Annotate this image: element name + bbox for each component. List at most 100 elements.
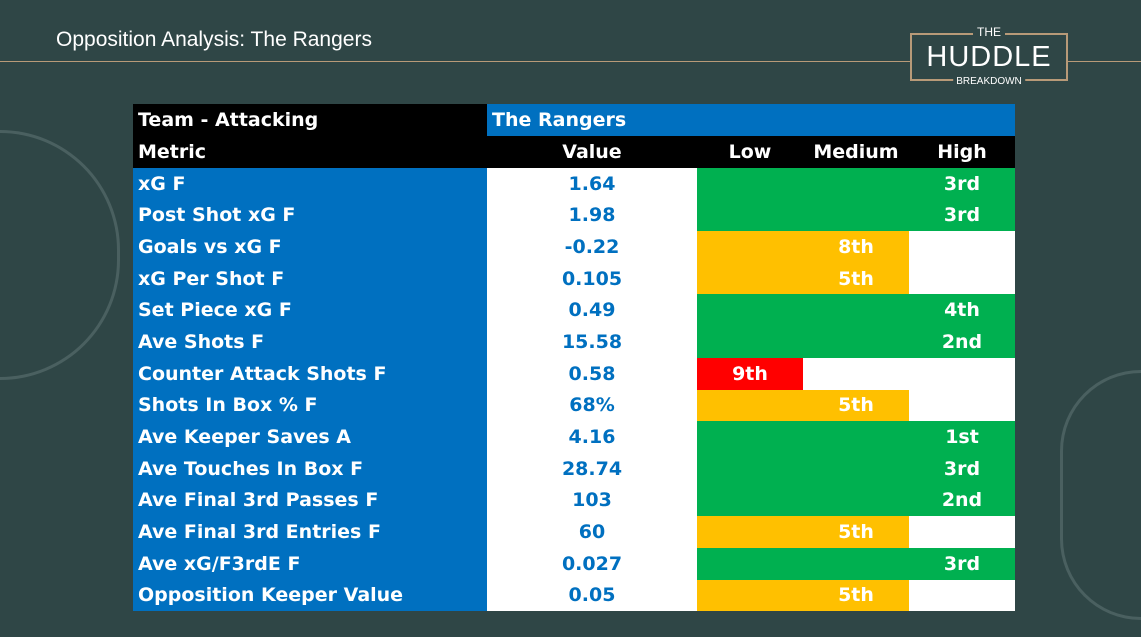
- metric-cell: Ave Touches In Box F: [133, 452, 487, 485]
- metric-cell: Ave Final 3rd Entries F: [133, 516, 487, 548]
- column-header-row: Metric Value Low Medium High: [133, 136, 1015, 168]
- high-cell: 2nd: [909, 326, 1015, 358]
- metric-cell: Counter Attack Shots F: [133, 357, 487, 390]
- medium-cell: 5th: [803, 262, 909, 295]
- metric-cell: Ave Shots F: [133, 326, 487, 358]
- logo-top: THE: [973, 25, 1005, 39]
- table-row: Counter Attack Shots F 0.58 9th: [133, 357, 1015, 390]
- medium-cell: [803, 167, 909, 200]
- metric-cell: xG Per Shot F: [133, 262, 487, 295]
- medium-cell: [803, 326, 909, 358]
- low-cell: [697, 326, 803, 358]
- table-row: Set Piece xG F 0.49 4th: [133, 294, 1015, 327]
- metric-cell: Ave Final 3rd Passes F: [133, 484, 487, 517]
- high-cell: 3rd: [909, 547, 1015, 580]
- value-cell: 1.64: [487, 167, 697, 200]
- low-cell: [697, 262, 803, 295]
- value-cell: 103: [487, 484, 697, 517]
- low-cell: [697, 231, 803, 263]
- high-cell: 3rd: [909, 167, 1015, 200]
- medium-cell: [803, 452, 909, 485]
- value-cell: 60: [487, 516, 697, 548]
- high-cell: [909, 579, 1015, 612]
- low-cell: [697, 389, 803, 422]
- medium-cell: 5th: [803, 389, 909, 422]
- table-row: xG Per Shot F 0.105 5th: [133, 262, 1015, 295]
- value-cell: 68%: [487, 389, 697, 422]
- medium-cell: [803, 357, 909, 390]
- table-title-row: Team - Attacking The Rangers: [133, 104, 1015, 136]
- table-row: xG F 1.64 3rd: [133, 167, 1015, 200]
- metric-cell: Post Shot xG F: [133, 199, 487, 232]
- medium-cell: 5th: [803, 579, 909, 612]
- logo-main: HUDDLE: [926, 41, 1052, 73]
- value-cell: 28.74: [487, 452, 697, 485]
- high-cell: [909, 231, 1015, 263]
- high-cell: [909, 357, 1015, 390]
- low-cell: [697, 484, 803, 517]
- low-cell: [697, 294, 803, 327]
- table-row: Ave Final 3rd Entries F 60 5th: [133, 516, 1015, 548]
- low-cell: [697, 579, 803, 612]
- crest-watermark-right: [1060, 370, 1141, 620]
- huddle-breakdown-logo: THE HUDDLE BREAKDOWN: [910, 25, 1068, 87]
- table-row: Ave Shots F 15.58 2nd: [133, 326, 1015, 358]
- table-row: Opposition Keeper Value 0.05 5th: [133, 579, 1015, 612]
- low-cell: [697, 421, 803, 453]
- value-cell: 0.027: [487, 547, 697, 580]
- value-cell: 0.05: [487, 579, 697, 612]
- value-cell: 0.49: [487, 294, 697, 327]
- table-row: Ave Final 3rd Passes F 103 2nd: [133, 484, 1015, 517]
- high-cell: 3rd: [909, 199, 1015, 232]
- medium-cell: 5th: [803, 516, 909, 548]
- metric-cell: Ave Keeper Saves A: [133, 421, 487, 453]
- value-cell: -0.22: [487, 231, 697, 263]
- table-row: Post Shot xG F 1.98 3rd: [133, 199, 1015, 232]
- low-cell: [697, 167, 803, 200]
- logo-bottom: BREAKDOWN: [953, 76, 1025, 87]
- table-row: Goals vs xG F -0.22 8th: [133, 231, 1015, 263]
- crest-watermark-left: [0, 130, 120, 380]
- attacking-table: Team - Attacking The Rangers Metric Valu…: [133, 104, 1015, 612]
- medium-cell: [803, 421, 909, 453]
- table-row: Ave Keeper Saves A 4.16 1st: [133, 421, 1015, 453]
- metric-cell: Shots In Box % F: [133, 389, 487, 422]
- high-cell: 1st: [909, 421, 1015, 453]
- low-cell: [697, 516, 803, 548]
- table-row: Shots In Box % F 68% 5th: [133, 389, 1015, 422]
- high-cell: 3rd: [909, 452, 1015, 485]
- metric-cell: xG F: [133, 167, 487, 200]
- value-cell: 15.58: [487, 326, 697, 358]
- table-row: Ave xG/F3rdE F 0.027 3rd: [133, 547, 1015, 580]
- metric-cell: Opposition Keeper Value: [133, 579, 487, 612]
- value-cell: 0.105: [487, 262, 697, 295]
- header-divider: [0, 61, 1141, 62]
- col-high: High: [909, 136, 1015, 168]
- value-cell: 4.16: [487, 421, 697, 453]
- table-row: Ave Touches In Box F 28.74 3rd: [133, 452, 1015, 485]
- table-title: Team - Attacking: [133, 104, 487, 136]
- high-cell: [909, 389, 1015, 422]
- high-cell: [909, 516, 1015, 548]
- medium-cell: [803, 547, 909, 580]
- low-cell: 9th: [697, 357, 803, 390]
- value-cell: 1.98: [487, 199, 697, 232]
- col-medium: Medium: [803, 136, 909, 168]
- low-cell: [697, 547, 803, 580]
- metric-cell: Goals vs xG F: [133, 231, 487, 263]
- metric-cell: Set Piece xG F: [133, 294, 487, 327]
- high-cell: 2nd: [909, 484, 1015, 517]
- col-metric: Metric: [133, 136, 487, 168]
- high-cell: [909, 262, 1015, 295]
- col-value: Value: [487, 136, 697, 168]
- low-cell: [697, 199, 803, 232]
- page-title: Opposition Analysis: The Rangers: [56, 28, 372, 51]
- col-low: Low: [697, 136, 803, 168]
- team-name: The Rangers: [487, 104, 1015, 136]
- medium-cell: [803, 294, 909, 327]
- metric-cell: Ave xG/F3rdE F: [133, 547, 487, 580]
- medium-cell: 8th: [803, 231, 909, 263]
- high-cell: 4th: [909, 294, 1015, 327]
- medium-cell: [803, 484, 909, 517]
- value-cell: 0.58: [487, 357, 697, 390]
